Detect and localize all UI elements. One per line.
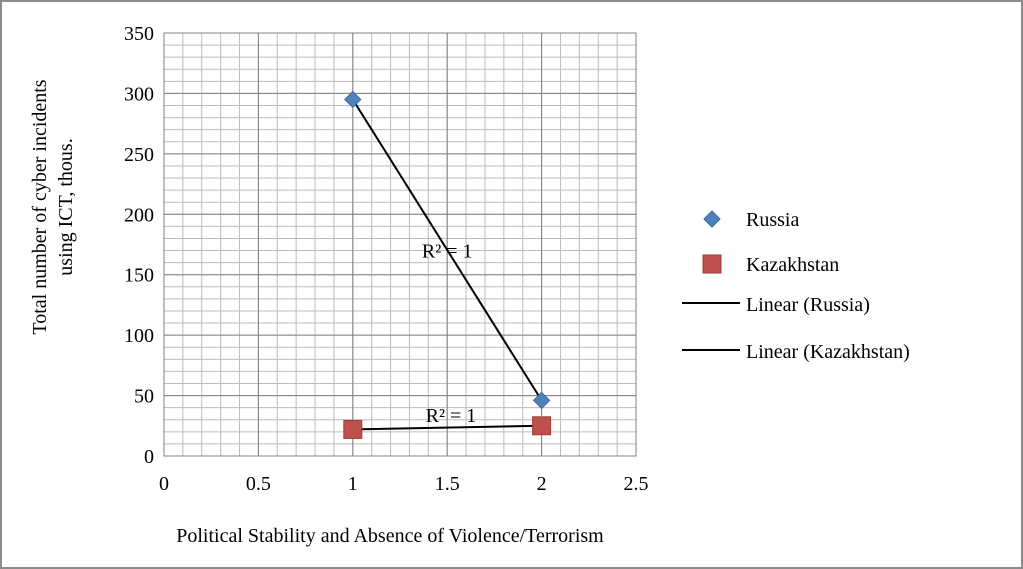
x-tick-label: 0.5 (246, 473, 271, 495)
y-tick-label: 50 (134, 386, 154, 408)
x-tick-label: 2 (537, 473, 547, 495)
legend: Russia Kazakhstan Linear (Russia) Linear… (682, 209, 910, 363)
legend-entry-linear-kazakhstan: Linear (Kazakhstan) (682, 341, 910, 363)
minor-gridlines (163, 32, 637, 457)
major-gridlines (163, 32, 637, 457)
y-tick-label: 250 (124, 144, 154, 166)
square-marker-icon (702, 254, 722, 274)
y-tick-label: 0 (144, 446, 154, 468)
legend-label-linear-russia: Linear (Russia) (746, 294, 870, 316)
r-squared-label-russia: R² = 1 (422, 241, 473, 263)
diamond-marker-icon (703, 210, 721, 228)
x-axis-title: Political Stability and Absence of Viole… (176, 525, 604, 547)
legend-label-kazakhstan: Kazakhstan (746, 254, 839, 276)
y-axis-title-line-1: Total number of cyber incidents (29, 79, 51, 334)
y-tick-label: 350 (124, 23, 154, 45)
legend-label-russia: Russia (746, 209, 799, 231)
r-squared-labels: R² = 1 R² = 1 (422, 241, 476, 427)
x-axis-ticks: 0 0.5 1 1.5 2 2.5 (159, 473, 649, 495)
x-tick-label: 1.5 (435, 473, 460, 495)
y-axis-title: Total number of cyber incidents using IC… (29, 79, 77, 334)
r-squared-label-kazakhstan: R² = 1 (426, 405, 477, 427)
data-point-russia (532, 391, 551, 410)
y-axis-title-line-2: using ICT, thous. (55, 138, 77, 275)
trendline-russia (351, 98, 543, 401)
y-tick-label: 300 (124, 83, 154, 105)
y-axis-ticks: 0 50 100 150 200 250 300 350 (124, 23, 154, 468)
y-tick-label: 150 (124, 265, 154, 287)
data-markers (343, 90, 552, 439)
plot-area-border (163, 32, 637, 457)
x-tick-label: 0 (159, 473, 169, 495)
y-tick-label: 100 (124, 325, 154, 347)
x-tick-label: 1 (348, 473, 358, 495)
data-point-kazakhstan (343, 419, 363, 439)
trendlines (351, 98, 543, 431)
legend-entry-linear-russia: Linear (Russia) (682, 294, 870, 316)
trendline-kazakhstan (352, 424, 542, 431)
legend-entry-russia: Russia (703, 209, 799, 231)
data-point-russia (344, 90, 362, 109)
data-point-kazakhstan (532, 416, 552, 436)
legend-entry-kazakhstan: Kazakhstan (702, 254, 839, 276)
legend-label-linear-kazakhstan: Linear (Kazakhstan) (746, 341, 910, 363)
x-tick-label: 2.5 (624, 473, 649, 495)
y-tick-label: 200 (124, 204, 154, 226)
